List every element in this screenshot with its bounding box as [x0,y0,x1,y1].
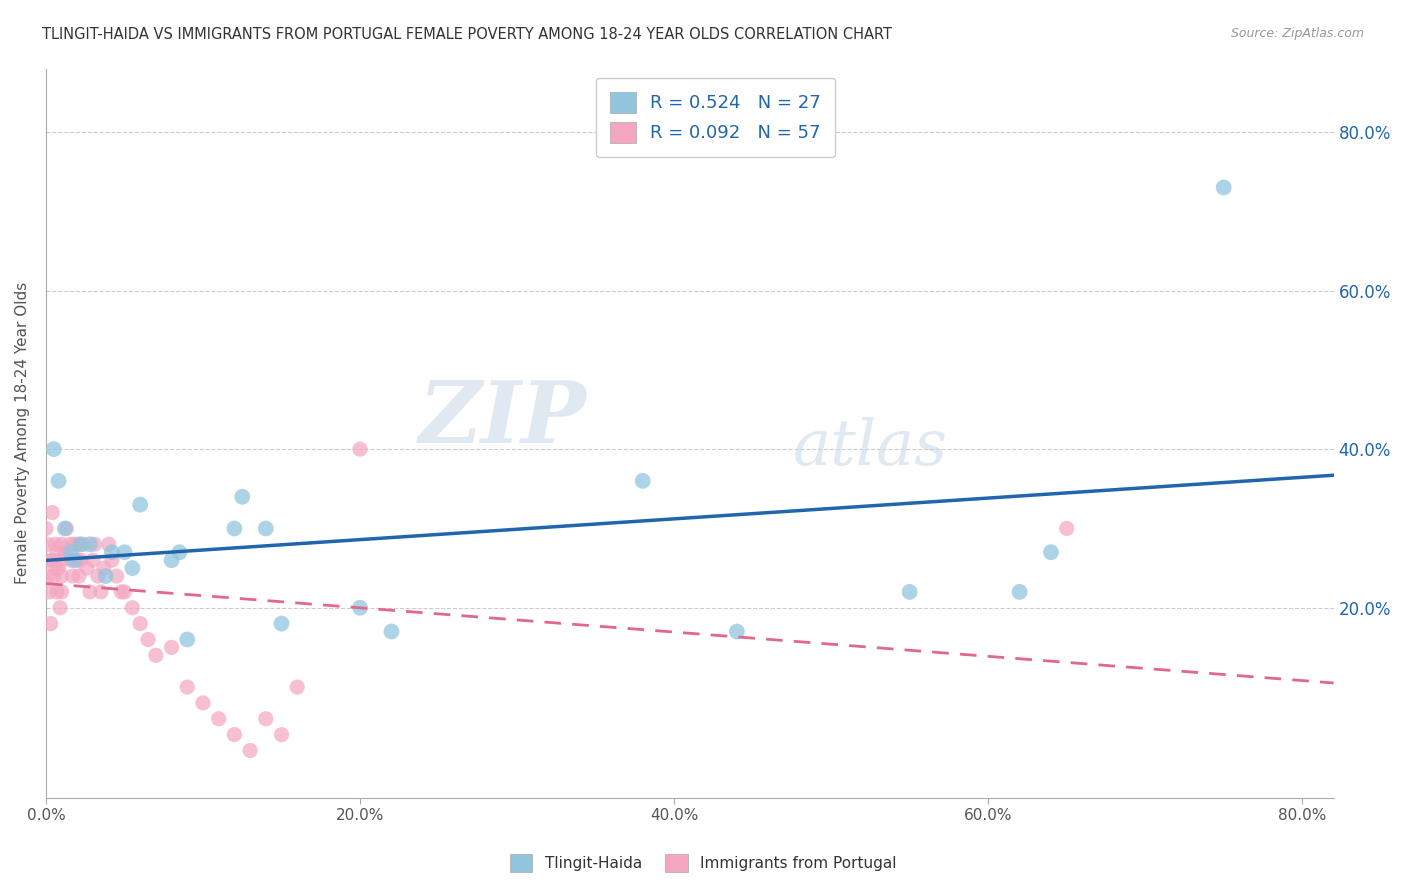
Point [35,553,58,567]
Text: TLINGIT-HAIDA VS IMMIGRANTS FROM PORTUGAL FEMALE POVERTY AMONG 18-24 YEAR OLDS C: TLINGIT-HAIDA VS IMMIGRANTS FROM PORTUGA… [42,27,893,42]
Point [58,537,80,551]
Point [725,624,748,639]
Point [114,545,136,559]
Point [51,553,73,567]
Point [51,585,73,599]
Point [254,521,277,535]
Legend: Tlingit-Haida, Immigrants from Portugal: Tlingit-Haida, Immigrants from Portugal [502,846,904,880]
Point [46,545,69,559]
Point [42,569,65,583]
Y-axis label: Female Poverty Among 18-24 Year Olds: Female Poverty Among 18-24 Year Olds [15,282,30,584]
Point [129,616,152,631]
Point [94,569,117,583]
Point [60,545,83,559]
Point [76,561,98,575]
Point [51,537,73,551]
Point [101,545,124,559]
Point [224,521,246,535]
Point [160,640,183,655]
Point [160,553,183,567]
Point [82,553,104,567]
Point [97,537,120,551]
Point [63,553,86,567]
Point [49,600,72,615]
Point [1008,585,1031,599]
Point [380,624,402,639]
Point [60,553,83,567]
Point [73,537,96,551]
Point [67,569,90,583]
Point [105,569,128,583]
Point [53,521,76,535]
Point [254,712,277,726]
Point [631,474,654,488]
Point [1039,545,1062,559]
Point [285,680,308,694]
Point [79,585,101,599]
Point [349,442,371,457]
Point [129,498,152,512]
Point [63,537,86,551]
Point [208,712,231,726]
Point [176,632,198,647]
Point [136,632,159,647]
Point [349,600,371,615]
Point [121,600,143,615]
Point [48,474,70,488]
Point [41,553,63,567]
Point [87,569,110,583]
Text: Source: ZipAtlas.com: Source: ZipAtlas.com [1230,27,1364,40]
Point [69,553,91,567]
Point [39,616,62,631]
Point [110,585,132,599]
Text: ZIP: ZIP [419,377,586,460]
Point [44,537,66,551]
Point [66,553,89,567]
Point [79,537,101,551]
Point [121,561,143,575]
Point [83,537,105,551]
Point [93,561,115,575]
Point [1212,180,1234,194]
Point [41,506,63,520]
Point [231,490,253,504]
Point [69,537,91,551]
Legend: R = 0.524   N = 27, R = 0.092   N = 57: R = 0.524 N = 27, R = 0.092 N = 57 [596,78,835,157]
Point [898,585,921,599]
Point [270,728,292,742]
Point [42,442,65,457]
Point [37,537,59,551]
Point [55,521,77,535]
Point [90,585,112,599]
Point [145,648,167,663]
Point [176,680,198,694]
Point [114,585,136,599]
Point [48,561,70,575]
Point [37,569,59,583]
Point [51,569,73,583]
Point [35,521,58,535]
Point [169,545,191,559]
Point [270,616,292,631]
Point [38,585,60,599]
Point [66,537,89,551]
Point [191,696,214,710]
Point [224,728,246,742]
Point [239,743,262,757]
Text: atlas: atlas [793,417,948,479]
Point [53,545,76,559]
Point [101,553,124,567]
Point [62,569,84,583]
Point [1056,521,1078,535]
Point [44,561,66,575]
Point [46,585,69,599]
